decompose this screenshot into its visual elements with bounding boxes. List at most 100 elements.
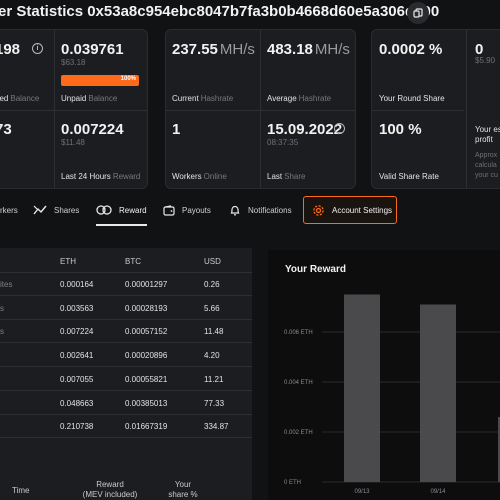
estimated-profit-usd: $5.90 xyxy=(475,56,496,65)
table-cell-usd: 0.26 xyxy=(204,280,220,289)
estimated-profit-value: 0 xyxy=(475,41,484,58)
unpaid-balance-usd: $63.18 xyxy=(61,58,86,67)
last-share-label: Last Share xyxy=(267,172,306,181)
table-cell-btc: 0.01667319 xyxy=(125,422,168,432)
header: er Statistics 0x53a8c954ebc8047b7fa3b0b4… xyxy=(0,0,500,26)
table-row: ites 0.000164 0.00001297 0.26 xyxy=(0,273,252,296)
bell-icon xyxy=(229,204,241,216)
table-row: s 0.003563 0.00028193 5.66 xyxy=(0,297,252,320)
workers-online-label: Workers Online xyxy=(172,172,227,181)
col0-top-label: nedBalance xyxy=(0,94,40,103)
gear-icon xyxy=(312,204,325,217)
reward-bar[interactable] xyxy=(420,304,456,483)
table-cell-label: s xyxy=(0,327,4,337)
hashrate-panel: 237.55 MH/s Current Hashrate 483.18 MH/s Av… xyxy=(165,29,356,189)
table-cell-btc: 0.00001297 xyxy=(125,280,168,289)
estimated-profit-note-1: Approx xyxy=(475,152,498,159)
tab-payouts[interactable]: Payouts xyxy=(163,196,211,224)
last24-usd: $11.48 xyxy=(61,138,85,147)
unpaid-balance-label: Unpaid Balance xyxy=(61,94,118,103)
workers-online-value: 1 xyxy=(172,121,181,138)
estimated-profit-label-2: profit xyxy=(475,135,493,144)
column-header-eth: ETH xyxy=(60,257,76,266)
table-cell-usd: 11.48 xyxy=(204,327,224,337)
tab-shares[interactable]: Shares xyxy=(33,196,79,224)
unpaid-progress-bar: 100% xyxy=(61,75,139,86)
table-cell-btc: 0.00020896 xyxy=(125,351,168,361)
table-row: 0.007055 0.00055821 11.21 xyxy=(0,368,252,391)
reward-chart: 0.006 ETH 0.004 ETH 0.002 ETH 0 ETH 09/13 09/… xyxy=(284,294,500,495)
table-cell-label: ites xyxy=(0,280,13,289)
table-cell-eth: 0.003563 xyxy=(60,303,94,313)
valid-share-value: 100 % xyxy=(379,121,422,138)
table-row: 0.048663 0.00385013 77.33 xyxy=(0,392,252,415)
column-header-btc: BTC xyxy=(125,257,141,266)
footer-share-header: Your share % xyxy=(168,480,198,499)
reward-bar[interactable] xyxy=(498,417,500,482)
column-header-usd: USD xyxy=(204,257,221,266)
last24-label: Last 24 Hours Reward xyxy=(61,172,141,181)
chart-title: Your Reward xyxy=(285,264,346,275)
info-icon[interactable]: i xyxy=(32,43,43,54)
average-hashrate-label: Average Hashrate xyxy=(267,94,332,103)
table-cell-btc: 0.00057152 xyxy=(125,327,168,337)
last-share-date: 15.09.2022 xyxy=(267,121,343,138)
stats-tabs: rkers Shares Reward Payouts Notification… xyxy=(0,196,500,226)
table-cell-usd: 11.21 xyxy=(204,374,224,384)
valid-share-label: Valid Share Rate xyxy=(379,172,439,181)
table-cell-btc: 0.00028193 xyxy=(125,303,168,313)
table-row: 0.002641 0.00020896 4.20 xyxy=(0,344,252,368)
wallet-icon xyxy=(163,204,175,216)
reward-bar[interactable] xyxy=(344,294,380,483)
table-cell-btc: 0.00385013 xyxy=(125,398,168,408)
table-cell-eth: 0.210738 xyxy=(60,422,94,432)
table-cell-btc: 0.00055821 xyxy=(125,374,168,384)
col0-top-value: 198 xyxy=(0,41,21,58)
average-hashrate-value: 483.18 MH/s xyxy=(267,41,350,58)
shares-chart-icon xyxy=(33,205,47,215)
footer-reward-header: Reward (MEV included) xyxy=(82,480,138,499)
current-hashrate-label: Current Hashrate xyxy=(172,94,234,103)
table-cell-label: s xyxy=(0,303,4,313)
copy-address-button[interactable] xyxy=(407,2,429,24)
last24-value: 0.007224 xyxy=(61,121,124,138)
y-tick-label: 0.004 ETH xyxy=(284,380,313,386)
table-cell-eth: 0.002641 xyxy=(60,351,94,361)
page-title: er Statistics 0x53a8c954ebc8047b7fa3b0b4… xyxy=(0,3,440,20)
estimated-profit-note-2: calcula xyxy=(475,162,497,169)
y-tick-label: 0 ETH xyxy=(284,480,301,486)
tab-workers[interactable]: rkers xyxy=(0,205,18,215)
table-cell-usd: 5.66 xyxy=(204,303,220,313)
table-cell-eth: 0.007055 xyxy=(60,374,94,384)
tab-reward[interactable]: Reward xyxy=(96,196,147,226)
round-share-value: 0.0002 % xyxy=(379,41,443,58)
last-share-time: 08:37:35 xyxy=(267,138,299,147)
table-cell-eth: 0.000164 xyxy=(60,280,94,289)
estimated-profit-note-3: your cu xyxy=(475,172,498,179)
info-icon[interactable]: i xyxy=(334,123,345,134)
table-row: s 0.007224 0.00057152 11.48 xyxy=(0,320,252,344)
tab-notifications[interactable]: Notifications xyxy=(229,196,292,224)
table-cell-usd: 77.33 xyxy=(204,398,225,408)
table-cell-eth: 0.007224 xyxy=(60,327,94,337)
y-tick-label: 0.002 ETH xyxy=(284,430,313,436)
unpaid-balance-value: 0.039761 xyxy=(61,41,124,58)
tab-account-settings[interactable]: Account Settings xyxy=(303,196,397,224)
col0-bottom-value: 73 xyxy=(0,121,12,138)
estimated-profit-label-1: Your es xyxy=(475,125,500,134)
table-row: 0.210738 0.01667319 334.87 xyxy=(0,415,252,439)
current-hashrate-value: 237.55 MH/s xyxy=(172,41,255,58)
y-tick-label: 0.006 ETH xyxy=(284,330,313,336)
progress-label: 100% xyxy=(120,76,136,82)
copy-icon xyxy=(413,8,423,18)
reward-chart-panel: Your Reward 0.006 ETH 0.004 ETH 0.002 ETH 0… xyxy=(268,250,500,500)
round-share-label: Your Round Share xyxy=(379,94,445,103)
reward-table xyxy=(0,248,252,500)
table-cell-eth: 0.048663 xyxy=(60,398,94,408)
footer-time-header: Time xyxy=(12,486,30,495)
x-tick-label: 09/14 xyxy=(430,489,446,495)
share-panel: 0.0002 % Your Round Share 100 % Valid Sh… xyxy=(371,29,500,189)
table-cell-usd: 4.20 xyxy=(204,351,220,361)
balance-panel: 198 i nedBalance 73 0.039761 $63.18 100%… xyxy=(0,29,148,189)
table-cell-usd: 334.87 xyxy=(204,422,229,432)
